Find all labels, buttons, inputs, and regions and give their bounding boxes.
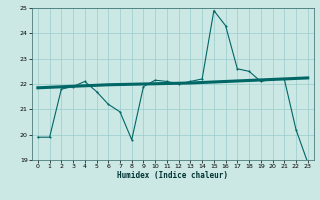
X-axis label: Humidex (Indice chaleur): Humidex (Indice chaleur): [117, 171, 228, 180]
